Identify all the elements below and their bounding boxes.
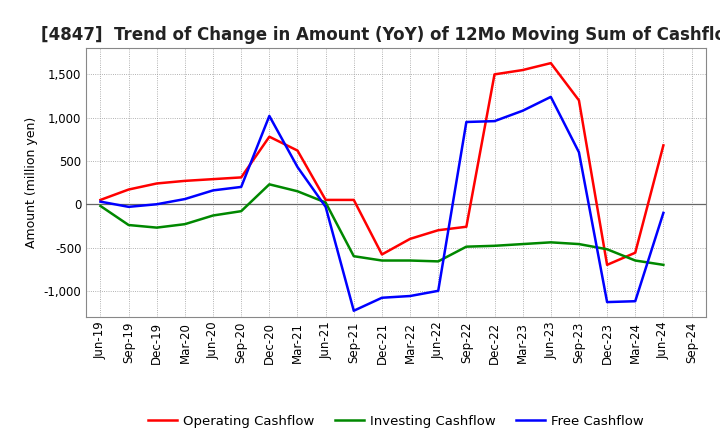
Operating Cashflow [237,175,246,180]
Investing Cashflow [377,258,386,263]
Operating Cashflow [631,250,639,255]
Operating Cashflow [265,134,274,139]
Line: Operating Cashflow: Operating Cashflow [101,63,663,265]
Free Cashflow [349,308,358,313]
Legend: Operating Cashflow, Investing Cashflow, Free Cashflow: Operating Cashflow, Investing Cashflow, … [143,409,649,433]
Free Cashflow [153,202,161,207]
Operating Cashflow [603,262,611,268]
Free Cashflow [125,204,133,209]
Title: [4847]  Trend of Change in Amount (YoY) of 12Mo Moving Sum of Cashflows: [4847] Trend of Change in Amount (YoY) o… [41,26,720,44]
Investing Cashflow [181,221,189,227]
Free Cashflow [321,204,330,209]
Investing Cashflow [631,258,639,263]
Investing Cashflow [546,240,555,245]
Operating Cashflow [518,67,527,73]
Operating Cashflow [209,176,217,182]
Investing Cashflow [349,253,358,259]
Operating Cashflow [546,60,555,66]
Free Cashflow [546,94,555,99]
Operating Cashflow [293,148,302,153]
Investing Cashflow [96,203,105,209]
Investing Cashflow [321,200,330,205]
Operating Cashflow [490,72,499,77]
Free Cashflow [518,108,527,114]
Investing Cashflow [209,213,217,218]
Operating Cashflow [659,143,667,148]
Investing Cashflow [659,262,667,268]
Free Cashflow [434,288,443,293]
Operating Cashflow [575,98,583,103]
Investing Cashflow [603,247,611,252]
Investing Cashflow [293,189,302,194]
Investing Cashflow [125,222,133,227]
Free Cashflow [265,113,274,118]
Investing Cashflow [406,258,415,263]
Investing Cashflow [518,242,527,247]
Investing Cashflow [434,259,443,264]
Operating Cashflow [181,178,189,183]
Free Cashflow [462,119,471,125]
Operating Cashflow [406,236,415,242]
Free Cashflow [631,299,639,304]
Operating Cashflow [377,252,386,257]
Operating Cashflow [349,197,358,202]
Investing Cashflow [575,242,583,247]
Free Cashflow [96,199,105,204]
Operating Cashflow [96,197,105,202]
Free Cashflow [659,210,667,216]
Investing Cashflow [237,209,246,214]
Free Cashflow [237,184,246,190]
Free Cashflow [377,295,386,301]
Operating Cashflow [153,181,161,186]
Operating Cashflow [434,227,443,233]
Free Cashflow [209,188,217,193]
Operating Cashflow [462,224,471,229]
Line: Investing Cashflow: Investing Cashflow [101,184,663,265]
Operating Cashflow [321,197,330,202]
Investing Cashflow [490,243,499,249]
Free Cashflow [575,150,583,155]
Free Cashflow [293,165,302,170]
Investing Cashflow [462,244,471,249]
Free Cashflow [603,300,611,305]
Operating Cashflow [125,187,133,192]
Y-axis label: Amount (million yen): Amount (million yen) [25,117,38,248]
Free Cashflow [181,196,189,202]
Investing Cashflow [153,225,161,230]
Free Cashflow [406,293,415,299]
Investing Cashflow [265,182,274,187]
Line: Free Cashflow: Free Cashflow [101,97,663,311]
Free Cashflow [490,118,499,124]
